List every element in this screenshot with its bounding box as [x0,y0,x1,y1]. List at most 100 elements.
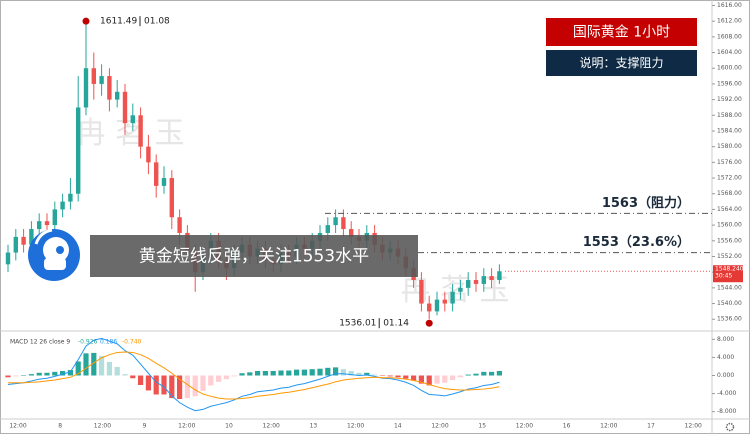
candle-body [154,162,159,186]
macd-histogram-bar [200,375,206,391]
candle-body [21,236,26,245]
candle-body [473,280,479,284]
macd-histogram-bar [13,375,19,377]
macd-histogram-bar [44,372,50,376]
candle-body [442,299,447,304]
macd-histogram-bar [294,369,300,376]
macd-histogram-bar [145,375,151,391]
candle-body [122,91,128,124]
macd-y-tick-label: 8.000 [717,336,734,343]
macd-line [8,351,500,400]
macd-histogram-bar [28,374,34,376]
macd-y-tick-label: 0.000 [717,372,734,379]
plot: 1536.001540.001544.001548.001552.001556.… [5,2,744,430]
y-tick-label: 1592.00 [717,96,742,103]
macd-histogram-bar [411,375,417,381]
settings-icon[interactable] [725,422,735,432]
y-tick-label: 1588.00 [717,112,742,119]
candle-body [130,115,135,124]
macd-histogram-bar [301,369,307,376]
macd-histogram-bar [473,373,479,376]
y-tick-label: 1580.00 [717,143,742,150]
macd-histogram-bar [122,374,128,376]
candle-body [325,225,330,233]
x-tick-label: 12:00 [347,423,364,430]
macd-histogram-bar [67,370,73,376]
macd-histogram-bar [5,375,11,378]
x-tick-label: 12:00 [685,423,702,430]
macd-histogram-bar [418,375,424,384]
macd-y-tick-label: -4.000 [717,390,737,397]
y-tick-label: 1560.00 [717,222,742,229]
macd-histogram-bar [278,370,284,376]
x-tick-label: 13 [310,423,318,430]
macd-histogram-bar [138,375,144,385]
macd-histogram-bar [262,370,268,376]
candle-body [434,299,440,312]
chart-subtitle: 说明：支撑阻力 [579,55,663,70]
macd-histogram-bar [208,375,214,386]
extreme-marker [82,17,90,25]
candle-body [83,68,89,108]
macd-histogram-bar [434,375,440,384]
candle-body [91,68,96,84]
candle-body [489,276,494,281]
banner [90,235,418,277]
y-tick-label: 1616.00 [717,2,742,9]
x-tick-label: 12:00 [431,423,448,430]
x-tick-label: 10 [225,423,233,430]
x-tick-label: 16 [563,423,571,430]
y-tick-label: 1572.00 [717,175,742,182]
chart-title: 国际黄金 1小时 [573,24,670,41]
macd-histogram-bar [270,370,276,376]
macd-histogram-bar [286,370,292,376]
y-tick-label: 1608.00 [717,33,742,40]
level-label: 1563（阻力） [602,195,690,211]
macd-histogram-bar [325,367,331,376]
macd-histogram-bar [239,373,245,376]
x-tick-label: 12:00 [9,423,26,430]
macd-readout: -0.740 [122,339,142,346]
y-tick-label: 1552.00 [717,253,742,260]
extreme-date: 01.14 [383,319,409,329]
macd-histogram-bar [364,372,370,376]
macd-readout: 0.186 [100,339,117,346]
candle-body [161,178,167,186]
extreme-date: 01.08 [144,17,170,27]
x-tick-label: 12:00 [263,423,280,430]
extreme-value: 1611.49 [100,17,137,27]
macd-histogram-bar [52,371,58,376]
macd-histogram-bar [457,375,463,378]
extreme-marker [425,319,433,327]
macd-histogram-bar [442,375,448,383]
x-tick-label: 17 [647,423,655,430]
y-tick-label: 1576.00 [717,159,742,166]
x-tick-label: 14 [394,423,402,430]
y-tick-label: 1564.00 [717,206,742,213]
candle-body [419,280,424,304]
y-tick-label: 1568.00 [717,190,742,197]
candle-body [107,76,112,100]
macd-histogram-bar [91,352,97,376]
macd-histogram-bar [489,371,495,376]
macd-histogram-bar [465,374,471,376]
timer: 30:45 [715,273,732,280]
candle-body [146,146,151,163]
y-tick-label: 1544.00 [717,284,742,291]
candle-body [13,236,18,253]
macd-histogram-bar [348,370,354,376]
macd-histogram-bar [231,375,237,377]
macd-histogram-bar [247,372,253,376]
x-tick-label: 12:00 [94,423,111,430]
x-tick-label: 15 [478,423,486,430]
candle-body [29,229,34,245]
y-tick-label: 1556.00 [717,237,742,244]
candle-body [37,221,42,230]
macd-histogram-bar [481,371,487,376]
candle-body [458,287,463,292]
candle-body [450,291,455,304]
candle-body [99,76,104,84]
macd-histogram-bar [106,361,112,376]
macd-histogram-bar [161,375,167,395]
